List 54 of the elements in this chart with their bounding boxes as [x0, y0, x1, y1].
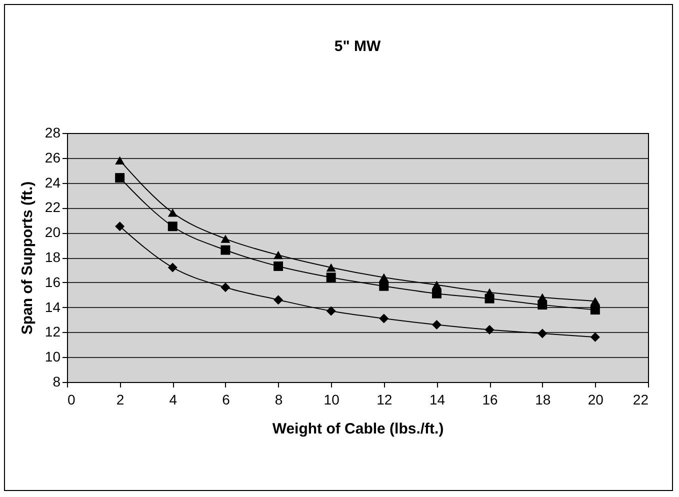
y-axis-title: Span of Supports (ft.): [18, 181, 36, 335]
x-tick-label: 14: [429, 392, 446, 408]
point: [168, 208, 178, 217]
point: [274, 295, 284, 305]
point: [115, 222, 125, 232]
x-axis-title: Weight of Cable (lbs./ft.): [272, 420, 444, 438]
x-tick-label: 6: [222, 392, 230, 408]
point: [220, 245, 230, 255]
point: [432, 288, 442, 298]
point: [220, 282, 230, 292]
point: [326, 272, 336, 282]
point: [538, 328, 548, 338]
point: [590, 296, 600, 306]
x-tick-label: 4: [169, 392, 178, 408]
point: [432, 320, 442, 330]
chart-title: 5" MW: [334, 38, 382, 55]
point: [538, 293, 548, 302]
x-tick-label: 8: [274, 392, 283, 408]
x-tick-label: 0: [68, 392, 76, 408]
y-tick-label: 12: [44, 324, 61, 340]
point: [274, 261, 284, 271]
point: [379, 273, 389, 282]
point: [274, 250, 284, 260]
x-tick-label: 18: [535, 392, 551, 408]
y-tick-label: 16: [44, 274, 61, 290]
y-tick-label: 24: [44, 174, 61, 190]
point: [220, 234, 230, 243]
x-tick-label: 10: [324, 392, 340, 408]
point: [379, 281, 389, 291]
y-tick-label: 8: [52, 374, 61, 390]
point: [432, 280, 442, 289]
point: [484, 288, 494, 296]
y-tick-label: 10: [44, 348, 61, 365]
y-tick-label: 20: [44, 224, 61, 240]
point: [326, 263, 336, 272]
x-tick-label: 2: [116, 392, 124, 408]
point: [484, 324, 494, 334]
point: [115, 156, 125, 164]
point: [168, 262, 178, 272]
point: [590, 305, 600, 315]
x-tick-label: 12: [376, 392, 392, 408]
point: [379, 314, 389, 324]
point: [326, 306, 336, 316]
y-tick-label: 26: [44, 149, 61, 166]
y-tick-label: 22: [44, 199, 61, 216]
y-tick-label: 28: [44, 124, 61, 140]
point: [590, 332, 600, 342]
y-tick-label: 18: [44, 249, 61, 265]
x-tick-label: 16: [482, 392, 498, 408]
point: [168, 222, 178, 232]
x-tick-label: 20: [588, 392, 604, 408]
point: [115, 173, 125, 183]
x-tick-label: 22: [632, 392, 649, 408]
y-tick-label: 14: [44, 298, 61, 315]
